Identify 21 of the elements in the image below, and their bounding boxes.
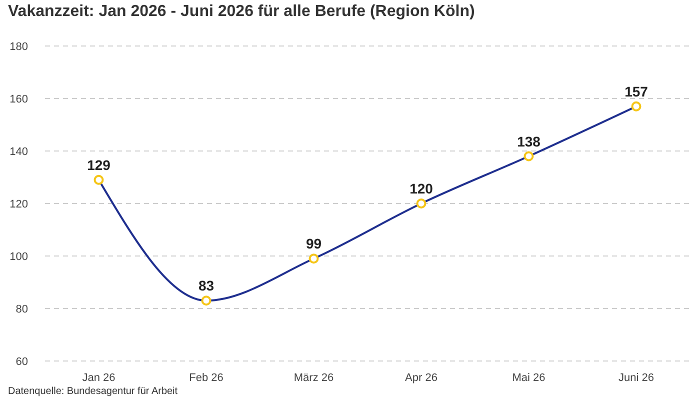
data-label: 120 [410, 180, 434, 196]
text: Datenquelle: Bundesagentur für Arbeit [8, 386, 178, 397]
x-tick-label: Jan 26 [82, 372, 116, 384]
data-label: 157 [624, 83, 648, 100]
x-tick-label: Mai 26 [512, 372, 546, 384]
y-tick-label: 160 [10, 93, 28, 106]
data-label: 138 [517, 133, 541, 150]
x-tick-label: Feb 26 [189, 372, 224, 384]
x-tick-label: März 26 [294, 372, 334, 384]
chart-title: Vakanzzeit: Jan 2026 - Juni 2026 für alle Berufe (Region Köln) [8, 3, 475, 20]
y-tick-label: 180 [10, 40, 28, 53]
y-tick-label: 60 [16, 356, 28, 368]
y-tick-label: 80 [16, 303, 28, 316]
y-tick-label: 120 [10, 198, 28, 210]
data-label: 83 [198, 278, 214, 294]
y-tick-label: 100 [10, 250, 28, 263]
data-label: 129 [87, 156, 111, 173]
x-tick-label: Apr 26 [405, 372, 438, 384]
x-tick-label: Juni 26 [618, 372, 654, 384]
data-label: 99 [306, 236, 322, 252]
y-tick-label: 140 [10, 146, 28, 158]
